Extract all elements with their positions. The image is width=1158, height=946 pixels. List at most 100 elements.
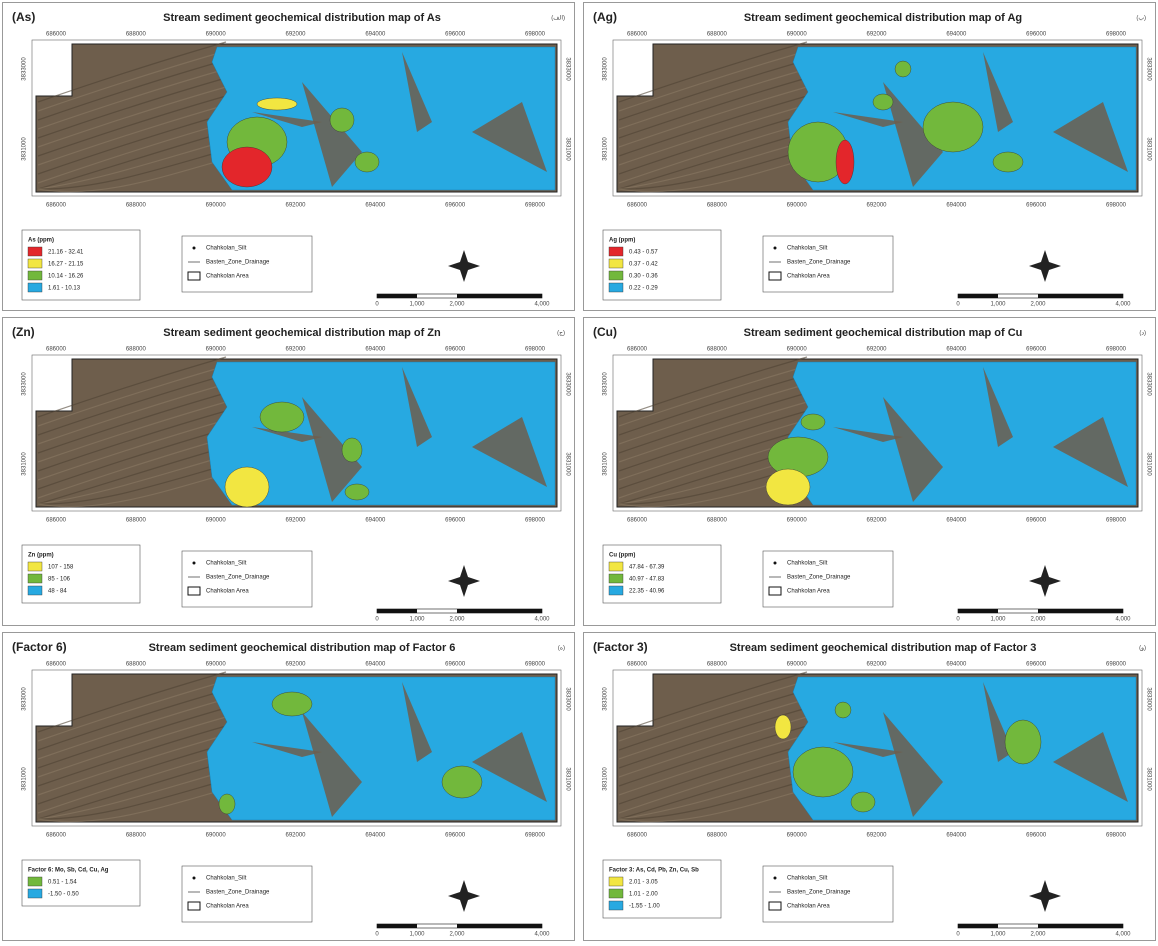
scale-label: 2,000 [449, 932, 465, 938]
panel-corner: (ب) [1136, 16, 1146, 22]
symbol-label: Basten_Zone_Drainage [787, 575, 851, 581]
symbol-label: Chahkolan Area [787, 589, 830, 595]
legend-label: 0.43 - 0.57 [629, 250, 658, 256]
legend-title: Cu (ppm) [609, 553, 635, 559]
scale-label: 4,000 [1115, 932, 1131, 938]
symbol-point [774, 247, 777, 250]
legend-label: 85 - 106 [48, 577, 71, 583]
x-tick-label: 692000 [866, 662, 887, 668]
scale-label: 2,000 [449, 302, 465, 308]
symbol-label: Chahkolan_Silt [787, 876, 828, 882]
x-tick-label: 686000 [46, 833, 67, 839]
anomaly-zone [225, 467, 269, 507]
anomaly-zone [851, 792, 875, 812]
symbol-label: Basten_Zone_Drainage [206, 260, 270, 266]
panel-label: (Ag) [593, 10, 617, 24]
legend-swatch [28, 586, 42, 595]
legend-label: 16.27 - 21.15 [48, 262, 84, 268]
panel-label: (Factor 3) [593, 640, 648, 654]
x-tick-label: 698000 [525, 203, 546, 209]
x-tick-label: 688000 [126, 32, 147, 38]
legend-label: 0.37 - 0.42 [629, 262, 658, 268]
panel-title: Stream sediment geochemical distribution… [730, 642, 1037, 654]
x-tick-label: 690000 [787, 518, 808, 524]
x-tick-label: 694000 [365, 32, 386, 38]
y-tick-label: 3831000 [564, 137, 570, 161]
scale-label: 1,000 [990, 617, 1006, 623]
symbol-label: Chahkolan_Silt [206, 561, 247, 567]
x-tick-label: 686000 [627, 32, 648, 38]
legend-title: Zn (ppm) [28, 553, 54, 559]
legend-swatch [609, 259, 623, 268]
symbol-label: Chahkolan_Silt [787, 561, 828, 567]
legend-label: 21.16 - 32.41 [48, 250, 84, 256]
x-tick-label: 686000 [627, 518, 648, 524]
scale-label: 4,000 [534, 302, 550, 308]
anomaly-zone [257, 98, 297, 110]
panel-corner: (ج) [557, 331, 565, 337]
x-tick-label: 686000 [627, 203, 648, 209]
y-tick-label: 3831000 [1145, 137, 1151, 161]
x-tick-label: 692000 [866, 347, 887, 353]
symbol-label: Chahkolan Area [787, 274, 830, 280]
anomaly-zone [801, 414, 825, 430]
scale-bar-segment [958, 609, 998, 613]
legend-label: -1.50 - 0.50 [48, 892, 79, 898]
scale-label: 4,000 [534, 617, 550, 623]
anomaly-zone [775, 715, 791, 739]
anomaly-zone [873, 94, 893, 110]
x-tick-label: 686000 [627, 347, 648, 353]
x-tick-label: 690000 [787, 32, 808, 38]
y-tick-label: 3833000 [22, 57, 28, 81]
panel-label: (As) [12, 10, 35, 24]
scale-label: 1,000 [409, 617, 425, 623]
x-tick-label: 694000 [946, 662, 967, 668]
y-tick-label: 3831000 [603, 452, 609, 476]
legend-title: As (ppm) [28, 238, 54, 244]
legend-swatch [609, 877, 623, 886]
symbol-point [774, 877, 777, 880]
x-tick-label: 698000 [525, 518, 546, 524]
y-tick-label: 3833000 [603, 372, 609, 396]
x-tick-label: 688000 [126, 518, 147, 524]
x-tick-label: 686000 [46, 203, 67, 209]
legend-swatch [609, 889, 623, 898]
x-tick-label: 696000 [445, 32, 466, 38]
x-tick-label: 688000 [126, 662, 147, 668]
panel-label: (Cu) [593, 325, 617, 339]
x-tick-label: 692000 [866, 833, 887, 839]
anomaly-zone [766, 469, 810, 505]
panel-corner: (ه) [558, 646, 565, 652]
figure: (As) Stream sediment geochemical distribu… [0, 0, 1158, 946]
x-tick-label: 696000 [1026, 347, 1047, 353]
y-tick-label: 3833000 [564, 687, 570, 711]
x-tick-label: 696000 [445, 833, 466, 839]
x-tick-label: 686000 [46, 347, 67, 353]
y-tick-label: 3831000 [603, 137, 609, 161]
symbol-label: Chahkolan_Silt [787, 246, 828, 252]
scale-bar-segment [1038, 609, 1123, 613]
legend-swatch [28, 271, 42, 280]
x-tick-label: 688000 [707, 662, 728, 668]
legend-label: 0.22 - 0.29 [629, 286, 658, 292]
scale-label: 4,000 [1115, 302, 1131, 308]
legend-label: 1.61 - 10.13 [48, 286, 81, 292]
x-tick-label: 696000 [1026, 833, 1047, 839]
scale-label: 2,000 [449, 617, 465, 623]
y-tick-label: 3833000 [1145, 57, 1151, 81]
x-tick-label: 686000 [46, 518, 67, 524]
x-tick-label: 688000 [126, 833, 147, 839]
x-tick-label: 690000 [787, 347, 808, 353]
symbol-label: Basten_Zone_Drainage [787, 890, 851, 896]
x-tick-label: 696000 [445, 203, 466, 209]
legend-label: 22.35 - 40.96 [629, 589, 665, 595]
x-tick-label: 686000 [627, 662, 648, 668]
anomaly-zone [993, 152, 1023, 172]
scale-bar-segment [377, 924, 417, 928]
symbol-point [193, 877, 196, 880]
x-tick-label: 694000 [365, 347, 386, 353]
x-tick-label: 692000 [285, 347, 306, 353]
legend-label: 40.97 - 47.83 [629, 577, 665, 583]
symbol-label: Basten_Zone_Drainage [787, 260, 851, 266]
scale-label: 2,000 [1030, 302, 1046, 308]
